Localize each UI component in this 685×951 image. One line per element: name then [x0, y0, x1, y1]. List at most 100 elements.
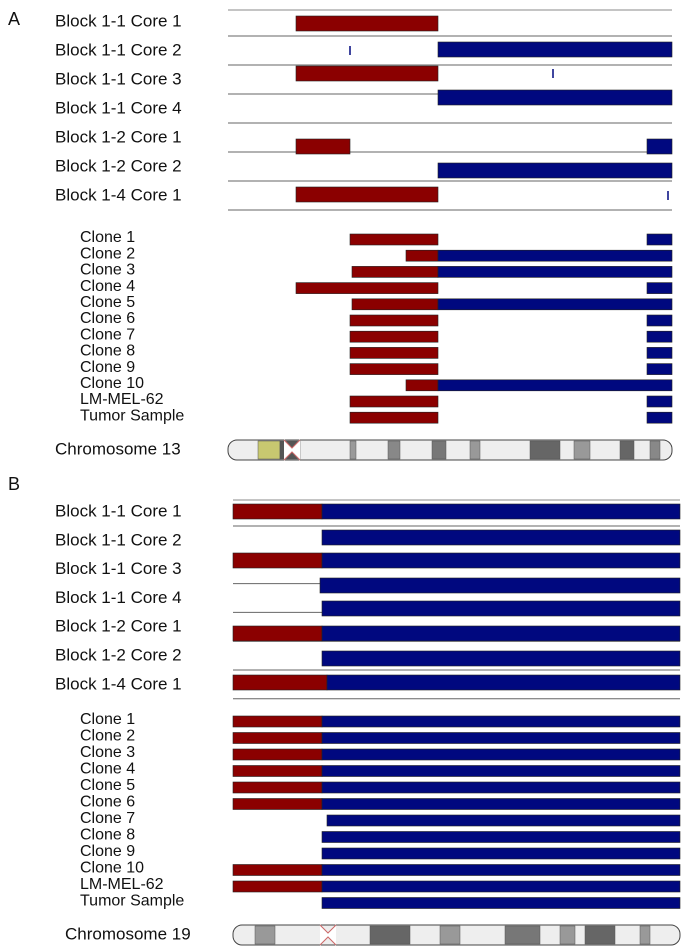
loss-segment	[232, 732, 323, 744]
loss-segment	[232, 674, 328, 691]
panel-label: B	[8, 474, 20, 494]
gain-segment	[437, 41, 673, 58]
row-label: Block 1-1 Core 4	[55, 588, 182, 607]
loss-segment	[405, 249, 439, 262]
gain-segment	[646, 347, 673, 359]
gain-segment	[326, 674, 681, 691]
loss-segment	[349, 411, 439, 424]
row-label: Block 1-1 Core 2	[55, 40, 182, 59]
gain-segment	[646, 363, 673, 375]
loss-segment	[349, 330, 439, 343]
gain-segment	[646, 138, 673, 155]
clone-label: Clone 6	[80, 310, 135, 327]
gain-segment	[646, 233, 673, 246]
loss-segment	[232, 765, 323, 777]
clone-label: Tumor Sample	[80, 893, 184, 910]
ideogram-band	[573, 440, 591, 460]
gain-segment	[321, 847, 681, 860]
ideogram-band	[431, 440, 447, 460]
gain-segment	[319, 577, 681, 594]
clone-label: Clone 5	[80, 777, 135, 794]
ideogram-band	[559, 925, 576, 945]
ideogram-band	[584, 925, 616, 945]
gain-segment	[646, 411, 673, 424]
ideogram-band	[439, 925, 461, 945]
gain-segment	[321, 625, 681, 642]
row-label: Block 1-2 Core 1	[55, 127, 182, 146]
gain-segment	[646, 282, 673, 294]
ideogram-band	[369, 925, 411, 945]
gain-segment	[321, 798, 681, 810]
clone-label: Clone 9	[80, 359, 135, 376]
loss-segment	[232, 781, 323, 794]
ideogram-band	[469, 440, 481, 460]
gain-segment	[326, 814, 681, 827]
clone-label: Clone 6	[80, 794, 135, 811]
loss-segment	[349, 233, 439, 246]
clone-label: Clone 3	[80, 744, 135, 761]
gain-segment	[437, 162, 673, 179]
gain-segment	[321, 765, 681, 777]
gain-segment	[437, 266, 673, 278]
clone-label: Clone 7	[80, 810, 135, 827]
row-label: Block 1-4 Core 1	[55, 185, 182, 204]
loss-segment	[349, 395, 439, 408]
loss-segment	[351, 266, 439, 278]
centromere-pinch	[319, 924, 337, 946]
clone-label: Clone 4	[80, 278, 135, 295]
loss-segment	[349, 363, 439, 375]
loss-segment	[232, 503, 323, 520]
loss-segment	[232, 552, 323, 569]
clone-label: Clone 3	[80, 262, 135, 279]
ideogram-band	[619, 440, 635, 460]
gain-segment	[321, 880, 681, 893]
ideogram-band	[349, 440, 357, 460]
clone-label: Clone 9	[80, 843, 135, 860]
loss-segment	[232, 880, 323, 893]
gain-segment	[321, 715, 681, 728]
row-label: Block 1-2 Core 1	[55, 617, 182, 636]
panel-label: A	[8, 9, 20, 29]
loss-segment	[405, 379, 439, 392]
gain-segment	[321, 503, 681, 520]
row-label: Block 1-1 Core 2	[55, 530, 182, 549]
row-label: Block 1-2 Core 2	[55, 645, 182, 664]
loss-segment	[295, 65, 439, 82]
clone-label: Clone 7	[80, 326, 135, 343]
clone-label: Clone 4	[80, 761, 135, 778]
row-label: Block 1-1 Core 1	[55, 501, 182, 520]
gain-segment	[321, 897, 681, 909]
row-label: Block 1-1 Core 4	[55, 98, 182, 117]
gain-segment	[321, 864, 681, 876]
ideogram-band	[257, 440, 281, 460]
gain-segment	[321, 781, 681, 794]
centromere-pinch	[283, 439, 301, 461]
clone-label: Clone 8	[80, 827, 135, 844]
gain-segment	[646, 314, 673, 327]
clone-label: LM-MEL-62	[80, 391, 164, 408]
gain-segment	[321, 552, 681, 569]
gain-segment	[321, 600, 681, 617]
loss-segment	[232, 798, 323, 810]
ideogram-band	[254, 925, 276, 945]
clone-label: Clone 5	[80, 294, 135, 311]
chromosome-label: Chromosome 19	[65, 924, 191, 943]
loss-segment	[232, 748, 323, 761]
loss-segment	[295, 15, 439, 32]
loss-segment	[295, 282, 439, 294]
ideogram-band	[387, 440, 401, 460]
gain-segment	[437, 249, 673, 262]
gain-segment	[321, 748, 681, 761]
loss-segment	[232, 715, 323, 728]
ideogram-band	[529, 440, 561, 460]
gain-segment	[321, 529, 681, 546]
gain-segment	[437, 89, 673, 106]
gain-segment	[321, 650, 681, 667]
clone-label: Clone 1	[80, 711, 135, 728]
clone-label: Clone 2	[80, 245, 135, 262]
row-label: Block 1-4 Core 1	[55, 674, 182, 693]
loss-segment	[295, 138, 351, 155]
gain-segment	[646, 330, 673, 343]
gain-segment	[437, 298, 673, 311]
